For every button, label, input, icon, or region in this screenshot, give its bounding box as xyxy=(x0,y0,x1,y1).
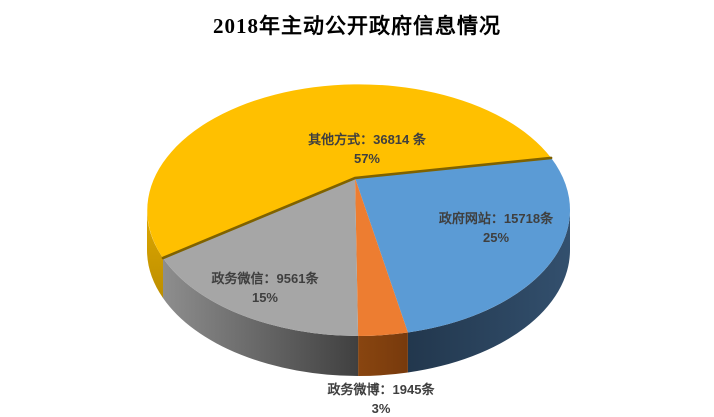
label-value: 政务微博：1945条 xyxy=(327,382,435,397)
slice-gov-website xyxy=(355,157,571,333)
label-other-methods: 其他方式：36814 条 57% xyxy=(308,130,426,168)
label-gov-weibo: 政务微博：1945条 3% xyxy=(328,380,435,417)
label-value: 政务微信：9561条 xyxy=(211,271,319,286)
slice-gov-weixin xyxy=(163,178,359,336)
pie-slice-edges xyxy=(161,156,553,260)
slice-gov-weibo-side xyxy=(358,332,408,377)
slice-gov-weixin-side xyxy=(163,258,359,376)
label-percent: 57% xyxy=(353,151,381,166)
label-percent: 3% xyxy=(371,401,391,416)
label-percent: 15% xyxy=(251,290,279,305)
label-percent: 25% xyxy=(482,230,510,245)
label-value: 其他方式：36814 条 xyxy=(308,132,426,147)
label-value: 政府网站：15718条 xyxy=(438,211,554,226)
chart-title: 2018年主动公开政府信息情况 xyxy=(213,14,501,38)
slice-other-methods xyxy=(147,84,552,259)
pie-side-walls xyxy=(147,210,570,377)
label-gov-weixin: 政务微信：9561条 15% xyxy=(212,269,319,307)
slice-gov-weibo xyxy=(355,178,408,337)
slice-other-methods-edge xyxy=(161,156,553,260)
pie-top-faces xyxy=(147,84,571,337)
label-gov-website: 政府网站：15718条 25% xyxy=(439,209,553,247)
slice-other-methods-side xyxy=(147,210,163,298)
slice-gov-website-side xyxy=(407,210,570,373)
